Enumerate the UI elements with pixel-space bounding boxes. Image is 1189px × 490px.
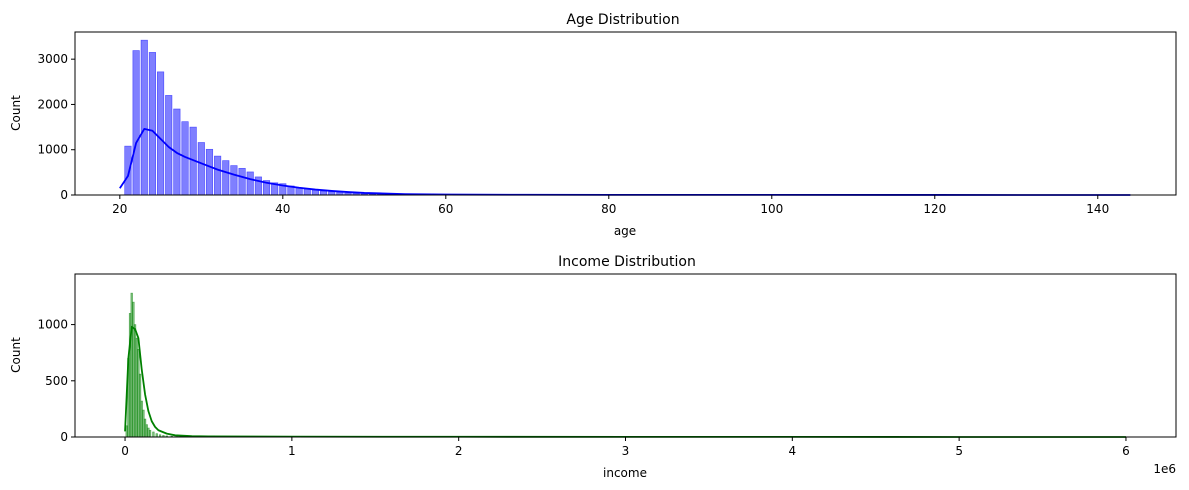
income-y-ticks: 0 500 1000	[37, 318, 75, 444]
income-x-ticks: 0 1 2 3 4 5 6	[121, 437, 1130, 458]
income-chart-title: Income Distribution	[558, 254, 696, 270]
income-plot-frame	[74, 273, 1177, 438]
age-bar	[319, 190, 328, 196]
age-y-tick-label: 1000	[37, 143, 68, 157]
age-y-tick-label: 3000	[37, 52, 68, 66]
income-x-scale-label: 1e6	[1153, 462, 1176, 476]
age-bar	[205, 148, 214, 196]
income-bar	[155, 433, 158, 438]
income-bar	[148, 429, 152, 438]
age-chart-title: Age Distribution	[566, 12, 679, 28]
age-bar	[140, 39, 148, 196]
age-bar	[246, 171, 254, 196]
income-bar	[152, 431, 155, 438]
income-x-tick-label: 1	[288, 444, 296, 458]
income-x-tick-label: 6	[1122, 444, 1130, 458]
age-bar	[157, 71, 165, 196]
income-x-tick-label: 2	[455, 444, 463, 458]
age-plot-frame	[74, 31, 1177, 196]
age-bar	[311, 189, 319, 196]
age-y-ticks: 0 1000 2000 3000	[37, 52, 75, 202]
income-x-tick-label: 0	[121, 444, 129, 458]
income-distribution-chart: Income Distribution 0 1 2 3 4 5 6 0 500 1000 inc…	[9, 254, 1177, 480]
income-y-tick-label: 500	[45, 374, 68, 388]
age-x-tick-label: 80	[601, 202, 616, 216]
income-histogram-bars	[125, 292, 185, 438]
age-x-tick-label: 60	[438, 202, 453, 216]
age-y-tick-label: 2000	[37, 97, 68, 111]
age-bar	[124, 145, 132, 196]
income-kde-line	[124, 325, 1126, 438]
age-bar	[214, 155, 222, 196]
age-bar	[303, 188, 311, 196]
income-x-tick-label: 4	[788, 444, 796, 458]
age-histogram-bars	[124, 39, 409, 196]
income-x-tick-label: 3	[622, 444, 630, 458]
income-y-tick-label: 0	[60, 430, 68, 444]
age-y-axis-label: Count	[9, 95, 23, 131]
income-y-tick-label: 1000	[37, 318, 68, 332]
age-distribution-chart: Age Distribution 20 40 60 80 100 120 140 0 1000…	[9, 12, 1177, 238]
age-x-axis-label: age	[614, 224, 636, 238]
age-x-tick-label: 120	[923, 202, 946, 216]
age-bar	[197, 142, 205, 196]
income-x-tick-label: 5	[955, 444, 963, 458]
age-x-tick-label: 100	[760, 202, 783, 216]
income-kde-series-line	[124, 325, 1126, 438]
age-bar	[148, 52, 156, 196]
age-x-ticks: 20 40 60 80 100 120 140	[112, 195, 1109, 216]
age-bar	[132, 50, 140, 196]
age-x-tick-label: 20	[112, 202, 127, 216]
age-x-tick-label: 140	[1086, 202, 1109, 216]
age-bar	[230, 165, 238, 196]
age-bar	[238, 167, 246, 196]
age-y-tick-label: 0	[60, 188, 68, 202]
age-x-tick-label: 40	[275, 202, 290, 216]
income-y-axis-label: Count	[9, 337, 23, 373]
income-x-axis-label: income	[603, 466, 647, 480]
age-bar	[222, 160, 230, 196]
